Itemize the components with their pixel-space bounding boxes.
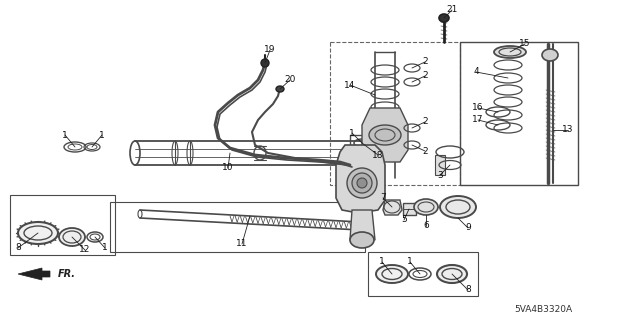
Polygon shape — [18, 268, 50, 280]
Text: 8: 8 — [15, 243, 21, 253]
Text: 5: 5 — [401, 216, 407, 225]
Ellipse shape — [357, 178, 367, 188]
Ellipse shape — [347, 168, 377, 198]
Polygon shape — [362, 108, 408, 162]
Polygon shape — [383, 200, 402, 215]
Ellipse shape — [376, 265, 408, 283]
Text: 20: 20 — [284, 76, 296, 85]
Text: 21: 21 — [446, 5, 458, 14]
Text: 3: 3 — [437, 170, 443, 180]
Text: 12: 12 — [79, 246, 91, 255]
Text: 16: 16 — [472, 103, 484, 113]
Text: 8: 8 — [465, 286, 471, 294]
Polygon shape — [350, 210, 375, 240]
Text: 2: 2 — [422, 57, 428, 66]
Text: 11: 11 — [236, 240, 248, 249]
Text: 17: 17 — [472, 115, 484, 124]
Text: 1: 1 — [62, 130, 68, 139]
Text: 1: 1 — [379, 257, 385, 266]
Ellipse shape — [439, 14, 449, 22]
Ellipse shape — [414, 199, 438, 215]
Text: 10: 10 — [222, 164, 234, 173]
Text: 1: 1 — [407, 257, 413, 266]
Text: 2: 2 — [422, 117, 428, 127]
Ellipse shape — [261, 59, 269, 67]
Text: 18: 18 — [372, 151, 384, 160]
Text: 6: 6 — [423, 221, 429, 231]
Text: 1: 1 — [102, 243, 108, 253]
Text: 2: 2 — [422, 146, 428, 155]
Polygon shape — [403, 203, 416, 215]
Text: 15: 15 — [519, 40, 531, 48]
Ellipse shape — [352, 173, 372, 193]
Polygon shape — [336, 145, 385, 213]
Text: FR.: FR. — [58, 269, 76, 279]
Text: 9: 9 — [465, 224, 471, 233]
Text: 5VA4B3320A: 5VA4B3320A — [514, 306, 572, 315]
Text: 4: 4 — [473, 68, 479, 77]
Text: 2: 2 — [422, 71, 428, 80]
Ellipse shape — [350, 232, 374, 248]
Ellipse shape — [437, 265, 467, 283]
Ellipse shape — [59, 228, 85, 246]
Text: 1: 1 — [99, 130, 105, 139]
Text: 13: 13 — [563, 125, 573, 135]
Polygon shape — [435, 155, 445, 175]
Ellipse shape — [494, 46, 526, 58]
Text: 14: 14 — [344, 80, 356, 90]
Ellipse shape — [542, 49, 558, 61]
Ellipse shape — [18, 222, 58, 244]
Text: 7: 7 — [380, 194, 386, 203]
Ellipse shape — [276, 86, 284, 92]
Text: 1: 1 — [349, 129, 355, 137]
Ellipse shape — [440, 196, 476, 218]
Text: 19: 19 — [264, 46, 276, 55]
Ellipse shape — [369, 125, 401, 145]
